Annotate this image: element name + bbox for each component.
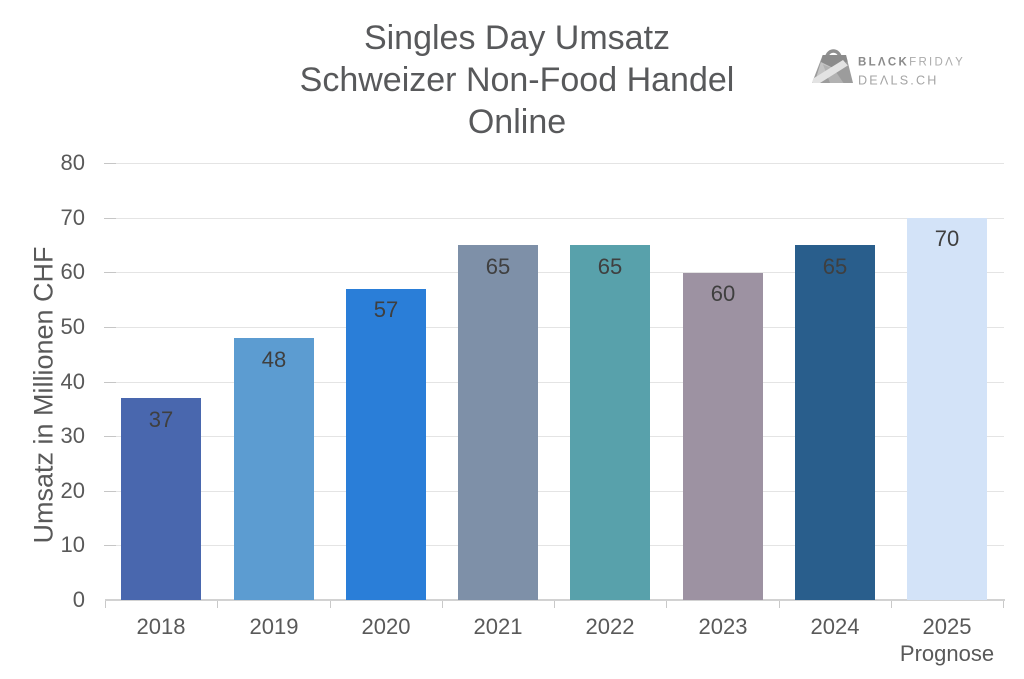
svg-text:DEΛLS.CH: DEΛLS.CH	[858, 74, 939, 88]
svg-text:BLΛCKFRIDΛY: BLΛCKFRIDΛY	[858, 57, 965, 69]
